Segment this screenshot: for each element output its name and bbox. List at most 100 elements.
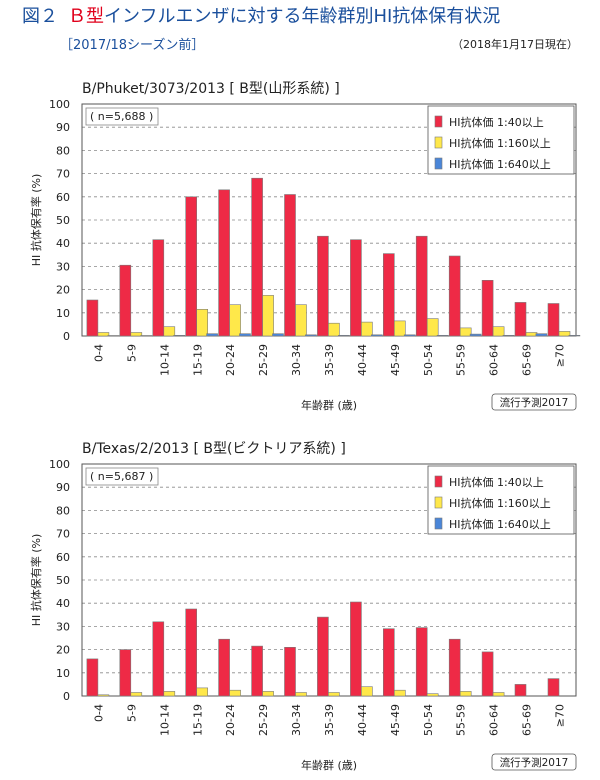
y-axis-label: HI 抗体保有率 (%) (29, 174, 43, 267)
bar-1-640-15-19 (206, 333, 218, 337)
bar-1-40-5-9 (119, 264, 132, 337)
bar-1-40-10-14 (152, 239, 165, 337)
bar-1-640-25-29 (272, 333, 284, 337)
panel-title: B/Texas/2/2013 [ B型(ビクトリア系統) ] (82, 441, 346, 457)
x-tick-label: 60-64 (488, 704, 501, 736)
bar-1-160-65-69 (525, 332, 538, 337)
bar-1-40-10-14 (152, 621, 165, 697)
x-tick-label: 45-49 (389, 344, 402, 376)
bar-1-160-55-59 (459, 691, 472, 697)
x-tick-label: 10-14 (158, 704, 171, 736)
bar-1-640-10-14 (173, 334, 185, 337)
bar-1-640-60-64 (502, 334, 515, 337)
y-tick-label: 70 (56, 168, 70, 181)
x-tick-label: 65-69 (521, 344, 534, 376)
bar-1-40-65-69 (514, 302, 527, 337)
sample-box (85, 107, 159, 126)
y-tick-label: 80 (56, 504, 70, 517)
bar-1-40-45-49 (382, 253, 395, 337)
x-tick-label: 55-59 (455, 704, 468, 736)
y-tick-label: 70 (56, 528, 70, 541)
y-tick-label: 0 (63, 330, 70, 343)
bar-1-160-50-54 (426, 318, 439, 337)
y-tick-label: 60 (56, 551, 70, 564)
legend-swatch-1-40 (434, 115, 443, 128)
x-tick-label: 45-49 (389, 704, 402, 736)
legend-label-1-640: HI抗体価 1:640以上 (449, 517, 551, 531)
x-tick-label: 40-44 (356, 344, 369, 376)
bar-1-40-30-34 (284, 194, 296, 337)
bar-1-40-15-19 (185, 196, 197, 337)
bar-1-40-45-49 (382, 628, 395, 697)
bar-1-160-≥70 (558, 331, 571, 337)
source-note: 流行予測2017 (500, 396, 569, 409)
x-tick-label: 55-59 (455, 344, 468, 376)
x-tick-label: 20-24 (224, 344, 237, 376)
x-tick-label: 30-34 (290, 704, 303, 736)
figure-title: 図２ Ｂ型インフルエンザに対する年齢群別HI抗体保有状況 (22, 6, 500, 28)
x-tick-label: 5-9 (125, 704, 138, 722)
bar-1-40-35-39 (317, 616, 329, 697)
bar-1-40-65-69 (514, 684, 527, 697)
bar-1-640-65-69 (535, 333, 548, 337)
bar-1-640-55-59 (469, 333, 482, 337)
y-tick-label: 10 (56, 667, 70, 680)
legend-label-1-640: HI抗体価 1:640以上 (449, 157, 551, 171)
bar-1-40-60-64 (481, 651, 494, 697)
season-subtitle: ［2017/18シーズン前］ (60, 38, 205, 53)
x-tick-label: 25-29 (257, 704, 270, 736)
source-note-box (491, 753, 577, 771)
x-tick-label: 5-9 (125, 344, 138, 362)
bar-1-160-20-24 (229, 304, 241, 337)
legend-label-1-160: HI抗体価 1:160以上 (449, 136, 551, 150)
legend-label-1-160: HI抗体価 1:160以上 (449, 496, 551, 510)
bar-1-640-≥70 (568, 334, 581, 337)
chart-yamagata: B/Phuket/3073/2013 [ B型(山形系統) ] 0 10 20 30 40… (29, 81, 581, 412)
legend-swatch-1-160 (434, 136, 443, 149)
bar-1-640-45-49 (403, 334, 416, 337)
chart-victoria: B/Texas/2/2013 [ B型(ビクトリア系統) ] 0 10 20 30 40 5… (29, 441, 577, 772)
x-tick-label: 0-4 (92, 344, 105, 362)
y-tick-label: 30 (56, 620, 70, 633)
source-note: 流行予測2017 (500, 756, 569, 769)
bar-1-40-35-39 (317, 235, 329, 337)
x-axis-label: 年齢群 (歳) (301, 758, 357, 772)
legend-label-1-40: HI抗体価 1:40以上 (449, 475, 544, 489)
x-tick-label: 35-39 (323, 704, 336, 736)
x-tick-label: 15-19 (191, 344, 204, 376)
y-tick-label: 20 (56, 284, 70, 297)
bar-1-40-50-54 (415, 235, 428, 337)
figure-label: 図２ (22, 6, 58, 27)
bar-1-40-15-19 (185, 608, 197, 697)
x-tick-label: 30-34 (290, 344, 303, 376)
bar-1-160-60-64 (492, 692, 505, 697)
b-type-label: Ｂ型 (68, 6, 104, 27)
y-tick-label: 90 (56, 121, 70, 134)
bar-1-160-5-9 (130, 692, 143, 697)
source-note-box (491, 393, 577, 411)
bar-1-40-≥70 (547, 303, 560, 337)
bar-1-40-40-44 (350, 239, 362, 337)
bar-1-40-20-24 (218, 189, 230, 337)
legend-label-1-40: HI抗体価 1:40以上 (449, 115, 544, 129)
bar-1-40-20-24 (218, 638, 230, 697)
y-tick-label: 20 (56, 644, 70, 657)
bar-1-40-25-29 (251, 645, 263, 697)
x-tick-label: 40-44 (356, 704, 369, 736)
bar-1-160-45-49 (393, 689, 406, 697)
bar-1-40-55-59 (448, 638, 461, 697)
bar-1-160-55-59 (459, 327, 472, 337)
bar-1-640-35-39 (338, 334, 350, 337)
as-of-date: （2018年1月17日現在） (452, 38, 578, 51)
y-tick-label: 10 (56, 307, 70, 320)
y-tick-label: 100 (49, 98, 70, 111)
x-tick-label: 20-24 (224, 704, 237, 736)
bar-1-160-10-14 (163, 326, 176, 337)
x-tick-label: 10-14 (158, 344, 171, 376)
x-tick-label: ≥70 (554, 344, 567, 367)
bar-1-640-0-4 (107, 335, 120, 337)
bar-1-40-55-59 (448, 255, 461, 337)
bar-1-40-60-64 (481, 280, 494, 337)
bar-1-160-40-44 (361, 686, 373, 697)
sample-size: ( n=5,687 ) (90, 470, 153, 483)
